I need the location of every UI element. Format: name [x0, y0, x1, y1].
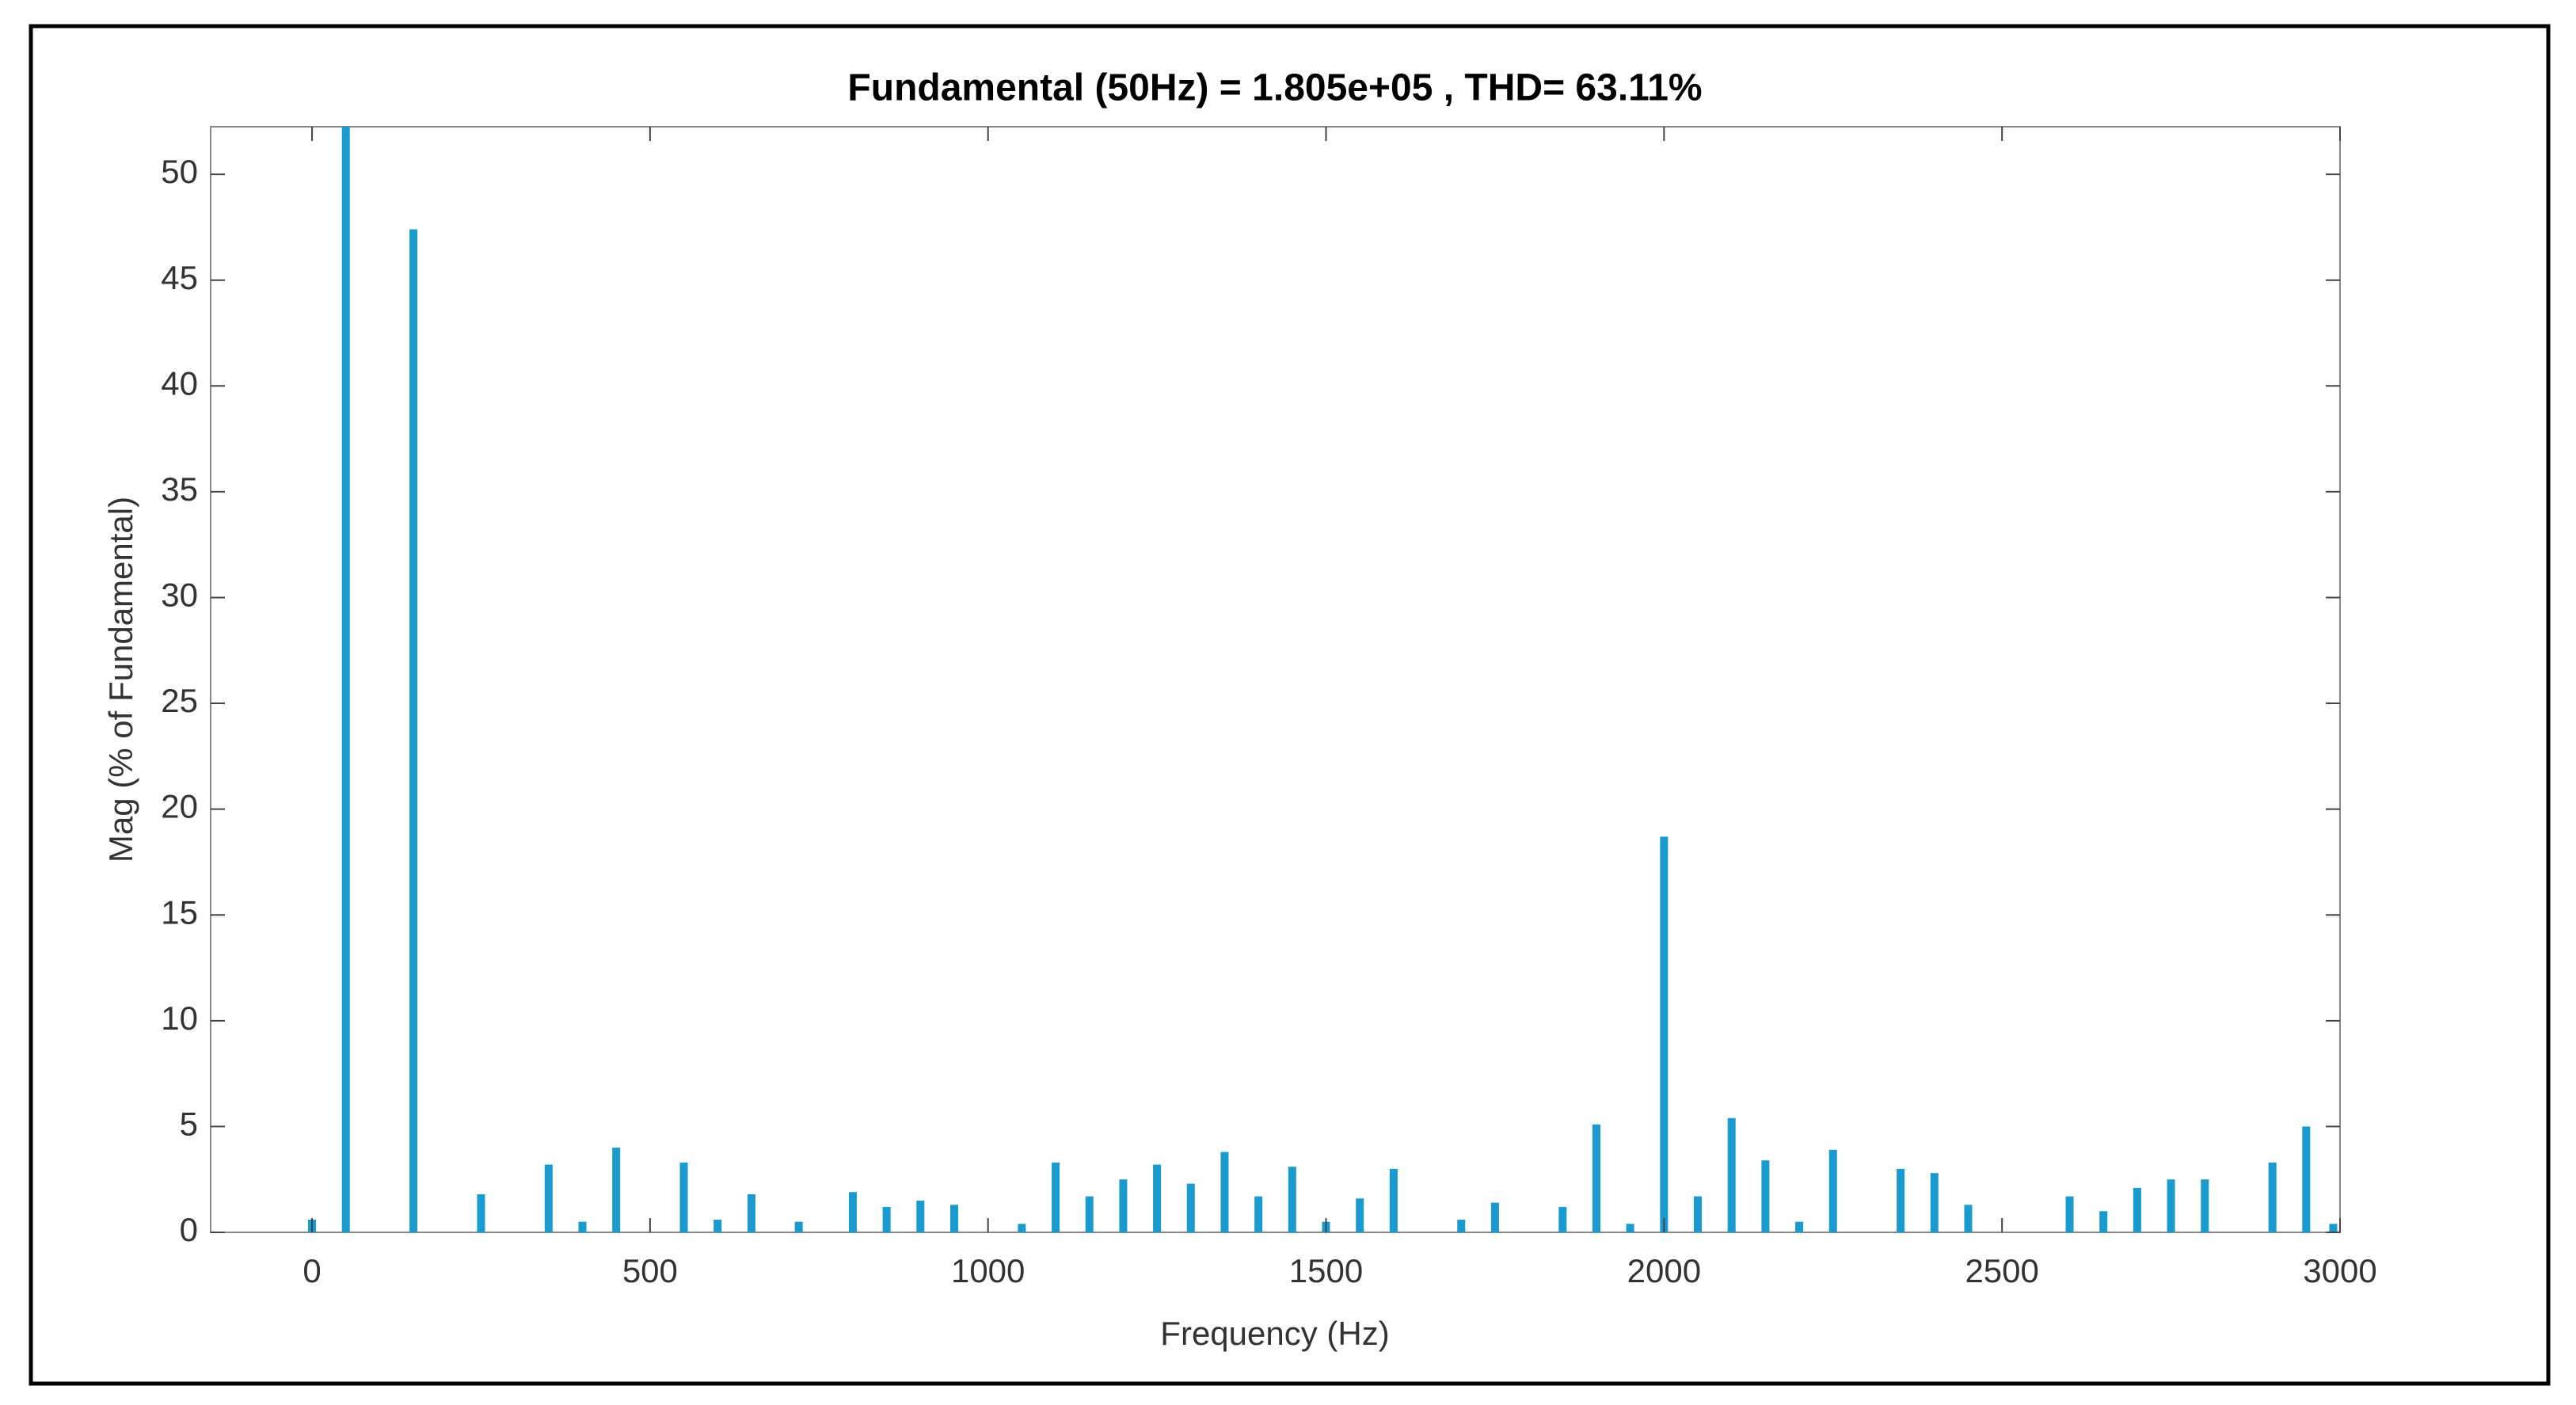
bar [1052, 1162, 1060, 1232]
bar [950, 1205, 959, 1232]
y-tick-label: 50 [161, 153, 198, 190]
bar [713, 1219, 722, 1232]
bar [2065, 1196, 2074, 1232]
bar [612, 1148, 621, 1232]
y-tick-label: 15 [161, 893, 198, 931]
bar [1119, 1179, 1128, 1232]
bar [679, 1162, 688, 1232]
x-tick-label: 0 [302, 1252, 321, 1289]
bar [1490, 1202, 1499, 1232]
bar [2133, 1187, 2141, 1232]
bar [1254, 1196, 1263, 1232]
bar [2201, 1179, 2209, 1232]
bar [882, 1206, 891, 1232]
y-tick-label: 20 [161, 788, 198, 825]
y-tick-label: 0 [180, 1211, 198, 1248]
x-tick-label: 500 [622, 1252, 678, 1289]
bar [1457, 1219, 1466, 1232]
bar [1220, 1152, 1229, 1232]
y-tick-label: 5 [180, 1106, 198, 1143]
bar [1356, 1198, 1364, 1232]
bar [544, 1164, 553, 1232]
x-tick-label: 3000 [2303, 1252, 2376, 1289]
bar [2302, 1126, 2311, 1232]
plot-area [210, 126, 2341, 1233]
x-axis-label: Frequency (Hz) [1160, 1315, 1389, 1352]
y-tick-label: 45 [161, 259, 198, 296]
bar [477, 1194, 485, 1232]
x-tick-label: 2000 [1627, 1252, 1701, 1289]
bar [409, 229, 418, 1232]
bar [1389, 1168, 1398, 1232]
chart-title: Fundamental (50Hz) = 1.805e+05 , THD= 63… [847, 67, 1702, 109]
bar [1153, 1164, 1162, 1232]
bar [848, 1192, 857, 1232]
y-tick-label: 35 [161, 470, 198, 508]
bar [1660, 836, 1669, 1232]
bar [2167, 1179, 2175, 1232]
bar [1930, 1173, 1939, 1232]
bar [1186, 1183, 1195, 1232]
y-tick-label: 40 [161, 364, 198, 402]
bar [1897, 1168, 1905, 1232]
bar [2268, 1162, 2277, 1232]
bar [1085, 1196, 1094, 1232]
bar [1626, 1224, 1634, 1232]
x-tick-label: 2500 [1965, 1252, 2038, 1289]
y-axis-label: Mag (% of Fundamental) [102, 497, 139, 862]
bar [1727, 1118, 1736, 1232]
bar [1288, 1167, 1296, 1232]
bar [1558, 1206, 1567, 1232]
y-tick-label: 25 [161, 682, 198, 719]
bar [794, 1221, 803, 1232]
bar [1018, 1224, 1026, 1232]
x-tick-label: 1500 [1289, 1252, 1363, 1289]
bar [578, 1221, 587, 1232]
bar [2329, 1224, 2338, 1232]
bar [1694, 1196, 1703, 1232]
bar [1795, 1221, 1804, 1232]
bar [1828, 1149, 1837, 1232]
bar [747, 1194, 755, 1232]
bar [916, 1200, 925, 1232]
bar [1592, 1124, 1600, 1232]
bar [1964, 1205, 1973, 1232]
y-tick-label: 30 [161, 577, 198, 614]
y-tick-label: 10 [161, 999, 198, 1037]
bar [1761, 1160, 1770, 1232]
bar [2099, 1211, 2108, 1232]
bar [341, 127, 350, 1232]
x-tick-label: 1000 [951, 1252, 1025, 1289]
